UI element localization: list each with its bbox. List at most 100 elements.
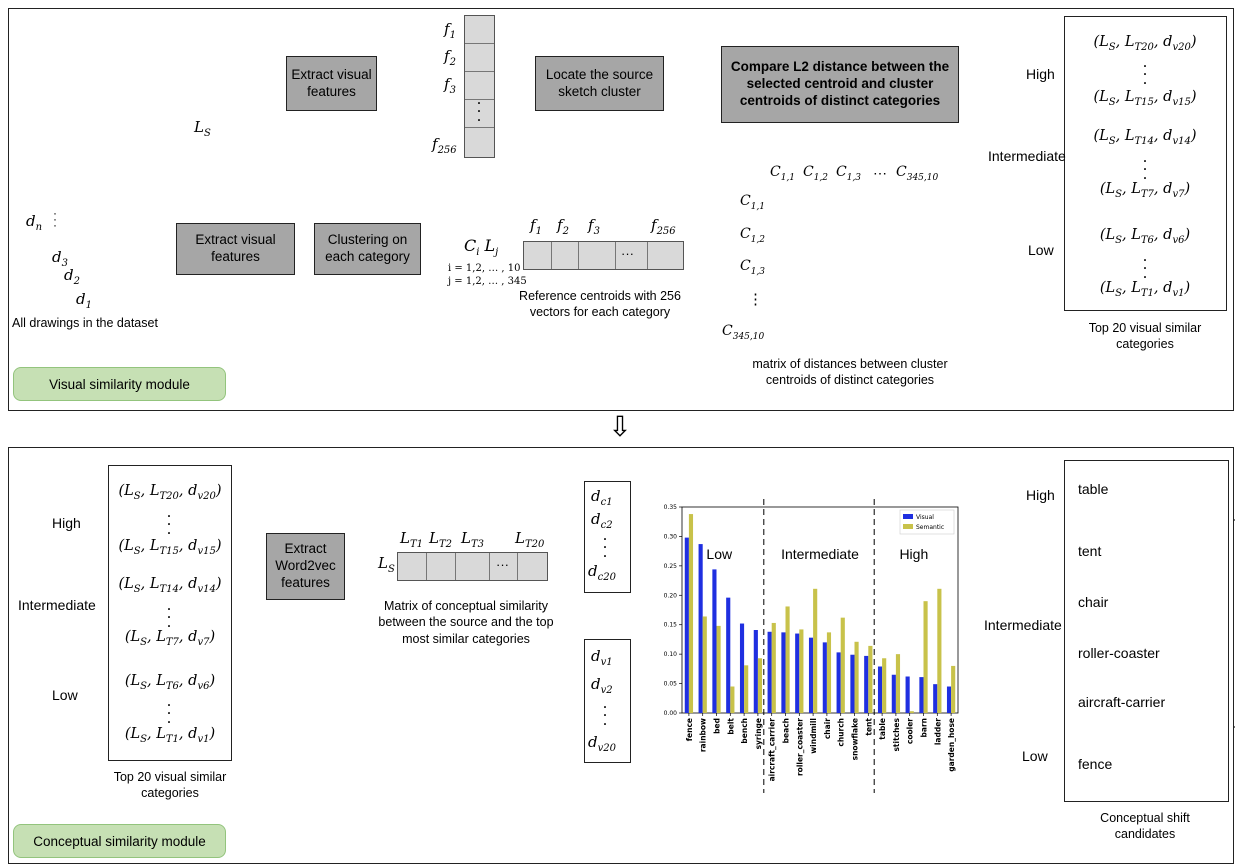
bar-visual: [781, 632, 786, 713]
drawing-label-d1: d1: [76, 290, 92, 311]
feature-vdots: · · ·: [476, 94, 482, 129]
x-tick-label: roller_coaster: [795, 718, 804, 776]
candidate-aircraft-carrier: aircraft-carrier: [1078, 694, 1166, 710]
ci-range-i: i = 1,2, … , 10: [448, 263, 521, 274]
x-tick-label: aircraft_carrier: [768, 718, 777, 782]
x-tick-label: cooler: [906, 718, 915, 744]
x-tick-label: syringe: [754, 718, 763, 749]
bar-visual: [712, 569, 717, 713]
candidate-chair: chair: [1078, 594, 1109, 610]
x-tick-label: bed: [713, 718, 722, 734]
matrix-row-c11: C1,1: [740, 193, 766, 212]
candidate-roller-coaster: roller-coaster: [1078, 645, 1160, 661]
bar-visual: [905, 676, 910, 713]
x-tick-label: table: [878, 718, 887, 740]
tuple-b-t15: (LS, LT15, dv15): [118, 538, 222, 557]
tuple-t14: (LS, LT14, dv14): [1093, 128, 1197, 147]
legend-label-semantic: Semantic: [916, 524, 944, 531]
all-drawings-caption: All drawings in the dataset: [12, 316, 158, 330]
tuple-t15: (LS, LT15, dv15): [1093, 89, 1197, 108]
clustering-box: Clustering on each category: [314, 223, 421, 275]
lt-label-20: LT20: [515, 529, 545, 550]
y-tick-label: 0.10: [664, 651, 678, 658]
lt-vector: [397, 552, 548, 581]
bar-visual: [795, 633, 800, 713]
bar-semantic: [840, 617, 845, 713]
top20-caption-bottom: Top 20 visual similar categories: [113, 770, 227, 801]
x-tick-label: fence: [685, 718, 694, 741]
candidates-caption: Conceptual shift candidates: [1100, 811, 1190, 842]
legend-label-visual: Visual: [916, 514, 934, 521]
y-tick-label: 0.20: [664, 592, 678, 599]
bar-visual: [946, 686, 952, 713]
level-high-top: High: [1026, 66, 1055, 82]
bar-visual: [726, 597, 731, 713]
bar-semantic: [826, 632, 832, 713]
tuple-t1: (LS, LT1, dv1): [1099, 280, 1191, 299]
feature-label-f3: f3: [444, 75, 456, 96]
bar-semantic: [854, 641, 859, 713]
feature-label-f256: f256: [432, 135, 457, 156]
matrix-caption: matrix of distances between cluster cent…: [752, 357, 948, 388]
bar-semantic: [868, 645, 873, 713]
extract-word2vec-box: Extract Word2vec features: [266, 533, 345, 600]
tuple-b-t20: (LS, LT20, dv20): [118, 483, 222, 502]
drawing-label-d3: d3: [52, 248, 68, 269]
visual-module-label: Visual similarity module: [13, 367, 226, 401]
x-tick-label: garden_hose: [947, 718, 956, 772]
matrix-col-c13: C1,3: [836, 164, 862, 183]
vdots-3: · · ·: [1142, 251, 1148, 286]
region-label-intermediate: Intermediate: [781, 546, 859, 562]
y-tick-label: 0.05: [664, 681, 678, 688]
ci-lj-label: Ci Lj: [464, 236, 499, 259]
x-tick-label: beach: [782, 718, 791, 743]
matrix-col-c12: C1,2: [803, 164, 829, 183]
x-tick-label: ladder: [933, 718, 942, 745]
candidates-box: [1064, 460, 1229, 802]
bar-semantic: [909, 711, 914, 713]
tuple-b-t7: (LS, LT7, dv7): [124, 629, 216, 648]
level-high-bottom: High: [52, 515, 81, 531]
cand-level-intermediate: Intermediate: [984, 617, 1062, 633]
w2v-ls-label: LS: [378, 554, 395, 575]
legend-swatch-semantic: [903, 524, 913, 529]
vdots-1: · · ·: [1142, 57, 1148, 92]
lt-label-2: LT2: [429, 529, 453, 550]
x-tick-label: church: [837, 718, 846, 747]
bar-semantic: [923, 601, 928, 713]
y-tick-label: 0.00: [664, 710, 678, 717]
level-intermediate-top: Intermediate: [988, 148, 1066, 164]
vdots-b1: · · ·: [166, 507, 172, 542]
matrix-row-c12: C1,2: [740, 226, 766, 245]
conceptual-module-label: Conceptual similarity module: [13, 824, 226, 858]
ref-label-f256: f256: [651, 216, 676, 237]
bar-semantic: [937, 588, 942, 713]
reference-centroid-vector: [523, 241, 684, 270]
candidate-tent: tent: [1078, 543, 1102, 559]
compare-l2-box: Compare L2 distance between the selected…: [721, 46, 959, 123]
bar-visual: [739, 623, 745, 713]
dc-label-1: dc1: [591, 487, 613, 508]
ls-label: LS: [194, 118, 211, 139]
bar-visual: [753, 630, 758, 713]
extract-visual-features-box-2: Extract visual features: [176, 223, 295, 275]
locate-cluster-box: Locate the source sketch cluster: [535, 56, 664, 111]
bar-semantic: [882, 658, 887, 713]
x-tick-label: belt: [726, 718, 735, 735]
vdots-b3: · · ·: [166, 696, 172, 731]
level-low-bottom: Low: [52, 687, 78, 703]
bar-semantic: [702, 616, 707, 713]
bar-visual: [891, 674, 896, 713]
matrix-col-hdots: ⋯: [873, 165, 887, 181]
matrix-row-vdots: ⋮: [748, 291, 763, 308]
tuple-b-t14: (LS, LT14, dv14): [118, 576, 222, 595]
x-tick-label: stitches: [892, 717, 901, 751]
top20-caption-top: Top 20 visual similar categories: [1088, 321, 1202, 352]
conceptual-matrix-caption: Matrix of conceptual similarity between …: [378, 599, 554, 646]
dc-vector-box: [584, 481, 631, 593]
lt-label-1: LT1: [400, 529, 424, 550]
ref-hdots: ···: [621, 246, 634, 261]
bar-visual: [877, 666, 883, 713]
drawing-label-dn: dn: [26, 212, 43, 233]
